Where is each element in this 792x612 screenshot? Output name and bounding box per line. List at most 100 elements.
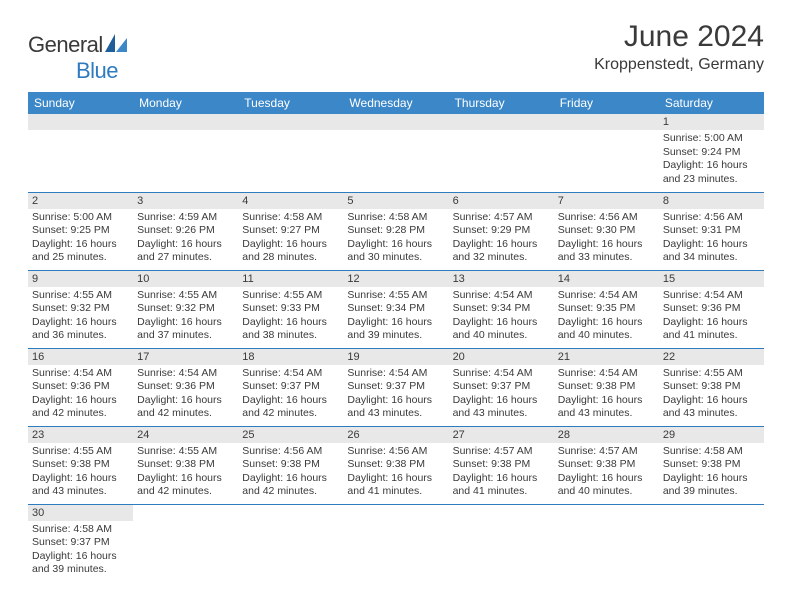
day-number: 23 bbox=[28, 427, 133, 443]
day-number: 22 bbox=[659, 349, 764, 365]
empty-cell bbox=[343, 504, 448, 582]
sunset-line: Sunset: 9:37 PM bbox=[453, 380, 531, 392]
sunset-line: Sunset: 9:38 PM bbox=[137, 458, 215, 470]
daylight-line: Daylight: 16 hours and 43 minutes. bbox=[347, 394, 432, 420]
daylight-line: Daylight: 16 hours and 39 minutes. bbox=[347, 316, 432, 342]
calendar-body: 1Sunrise: 5:00 AMSunset: 9:24 PMDaylight… bbox=[28, 114, 764, 582]
sunset-line: Sunset: 9:38 PM bbox=[663, 380, 741, 392]
sunrise-line: Sunrise: 4:58 AM bbox=[242, 211, 322, 223]
sunset-line: Sunset: 9:35 PM bbox=[558, 302, 636, 314]
day-cell: 19Sunrise: 4:54 AMSunset: 9:37 PMDayligh… bbox=[343, 348, 448, 426]
day-details: Sunrise: 4:55 AMSunset: 9:38 PMDaylight:… bbox=[28, 443, 133, 504]
daylight-line: Daylight: 16 hours and 38 minutes. bbox=[242, 316, 327, 342]
day-number: 11 bbox=[238, 271, 343, 287]
sunset-line: Sunset: 9:28 PM bbox=[347, 224, 425, 236]
title-block: June 2024 Kroppenstedt, Germany bbox=[594, 20, 764, 74]
weekday-header: Friday bbox=[554, 92, 659, 114]
location: Kroppenstedt, Germany bbox=[594, 56, 764, 74]
day-cell: 29Sunrise: 4:58 AMSunset: 9:38 PMDayligh… bbox=[659, 426, 764, 504]
day-number: 15 bbox=[659, 271, 764, 287]
day-details: Sunrise: 4:57 AMSunset: 9:38 PMDaylight:… bbox=[554, 443, 659, 504]
sunset-line: Sunset: 9:36 PM bbox=[32, 380, 110, 392]
daylight-line: Daylight: 16 hours and 23 minutes. bbox=[663, 159, 748, 185]
calendar-row: 1Sunrise: 5:00 AMSunset: 9:24 PMDaylight… bbox=[28, 114, 764, 192]
sunrise-line: Sunrise: 4:56 AM bbox=[242, 445, 322, 457]
header: GeneralBlue June 2024 Kroppenstedt, Germ… bbox=[28, 20, 764, 84]
day-details: Sunrise: 4:55 AMSunset: 9:32 PMDaylight:… bbox=[133, 287, 238, 348]
sunset-line: Sunset: 9:27 PM bbox=[242, 224, 320, 236]
day-number: 18 bbox=[238, 349, 343, 365]
day-details: Sunrise: 4:55 AMSunset: 9:33 PMDaylight:… bbox=[238, 287, 343, 348]
calendar-table: SundayMondayTuesdayWednesdayThursdayFrid… bbox=[28, 92, 764, 582]
daylight-line: Daylight: 16 hours and 32 minutes. bbox=[453, 238, 538, 264]
day-number: 28 bbox=[554, 427, 659, 443]
daylight-line: Daylight: 16 hours and 43 minutes. bbox=[32, 472, 117, 498]
sunrise-line: Sunrise: 4:58 AM bbox=[663, 445, 743, 457]
day-details: Sunrise: 4:57 AMSunset: 9:38 PMDaylight:… bbox=[449, 443, 554, 504]
day-cell: 27Sunrise: 4:57 AMSunset: 9:38 PMDayligh… bbox=[449, 426, 554, 504]
sunset-line: Sunset: 9:25 PM bbox=[32, 224, 110, 236]
day-details: Sunrise: 4:54 AMSunset: 9:36 PMDaylight:… bbox=[28, 365, 133, 426]
day-details: Sunrise: 4:56 AMSunset: 9:31 PMDaylight:… bbox=[659, 209, 764, 270]
calendar-row: 16Sunrise: 4:54 AMSunset: 9:36 PMDayligh… bbox=[28, 348, 764, 426]
daylight-line: Daylight: 16 hours and 41 minutes. bbox=[347, 472, 432, 498]
daylight-line: Daylight: 16 hours and 40 minutes. bbox=[558, 316, 643, 342]
sunset-line: Sunset: 9:31 PM bbox=[663, 224, 741, 236]
day-number: 5 bbox=[343, 193, 448, 209]
day-cell: 1Sunrise: 5:00 AMSunset: 9:24 PMDaylight… bbox=[659, 114, 764, 192]
day-number: 25 bbox=[238, 427, 343, 443]
sunrise-line: Sunrise: 4:55 AM bbox=[663, 367, 743, 379]
day-cell: 17Sunrise: 4:54 AMSunset: 9:36 PMDayligh… bbox=[133, 348, 238, 426]
day-cell: 14Sunrise: 4:54 AMSunset: 9:35 PMDayligh… bbox=[554, 270, 659, 348]
sunrise-line: Sunrise: 4:54 AM bbox=[453, 367, 533, 379]
empty-daynum bbox=[343, 114, 448, 130]
day-details: Sunrise: 4:54 AMSunset: 9:38 PMDaylight:… bbox=[554, 365, 659, 426]
sunrise-line: Sunrise: 4:57 AM bbox=[453, 211, 533, 223]
daylight-line: Daylight: 16 hours and 43 minutes. bbox=[663, 394, 748, 420]
day-cell: 21Sunrise: 4:54 AMSunset: 9:38 PMDayligh… bbox=[554, 348, 659, 426]
daylight-line: Daylight: 16 hours and 41 minutes. bbox=[663, 316, 748, 342]
sunrise-line: Sunrise: 5:00 AM bbox=[32, 211, 112, 223]
day-cell: 16Sunrise: 4:54 AMSunset: 9:36 PMDayligh… bbox=[28, 348, 133, 426]
daylight-line: Daylight: 16 hours and 39 minutes. bbox=[663, 472, 748, 498]
day-number: 14 bbox=[554, 271, 659, 287]
sunset-line: Sunset: 9:38 PM bbox=[558, 458, 636, 470]
day-number: 17 bbox=[133, 349, 238, 365]
daylight-line: Daylight: 16 hours and 33 minutes. bbox=[558, 238, 643, 264]
sunrise-line: Sunrise: 4:55 AM bbox=[32, 445, 112, 457]
daylight-line: Daylight: 16 hours and 37 minutes. bbox=[137, 316, 222, 342]
day-details: Sunrise: 4:54 AMSunset: 9:36 PMDaylight:… bbox=[659, 287, 764, 348]
weekday-header: Tuesday bbox=[238, 92, 343, 114]
day-details: Sunrise: 4:59 AMSunset: 9:26 PMDaylight:… bbox=[133, 209, 238, 270]
day-number: 26 bbox=[343, 427, 448, 443]
day-details: Sunrise: 5:00 AMSunset: 9:24 PMDaylight:… bbox=[659, 130, 764, 191]
calendar-row: 30Sunrise: 4:58 AMSunset: 9:37 PMDayligh… bbox=[28, 504, 764, 582]
sunset-line: Sunset: 9:38 PM bbox=[242, 458, 320, 470]
sunset-line: Sunset: 9:38 PM bbox=[558, 380, 636, 392]
day-details: Sunrise: 4:58 AMSunset: 9:28 PMDaylight:… bbox=[343, 209, 448, 270]
day-details: Sunrise: 4:54 AMSunset: 9:37 PMDaylight:… bbox=[449, 365, 554, 426]
day-details: Sunrise: 4:58 AMSunset: 9:37 PMDaylight:… bbox=[28, 521, 133, 582]
day-cell: 25 Sunrise: 4:56 AMSunset: 9:38 PM Dayligh… bbox=[238, 426, 343, 504]
sunrise-line: Sunrise: 4:59 AM bbox=[137, 211, 217, 223]
empty-cell bbox=[659, 504, 764, 582]
empty-daynum bbox=[554, 114, 659, 130]
daylight-line: Daylight: 16 hours and 42 minutes. bbox=[242, 472, 327, 498]
sunset-line: Sunset: 9:32 PM bbox=[137, 302, 215, 314]
daylight-line: Daylight: 16 hours and 42 minutes. bbox=[137, 472, 222, 498]
day-details: Sunrise: 4:55 AMSunset: 9:32 PMDaylight:… bbox=[28, 287, 133, 348]
empty-daynum bbox=[238, 114, 343, 130]
day-details: Sunrise: 5:00 AMSunset: 9:25 PMDaylight:… bbox=[28, 209, 133, 270]
daylight-line: Daylight: 16 hours and 42 minutes. bbox=[242, 394, 327, 420]
empty-daynum bbox=[28, 114, 133, 130]
sunset-line: Sunset: 9:32 PM bbox=[32, 302, 110, 314]
sunset-line: Sunset: 9:37 PM bbox=[347, 380, 425, 392]
day-details: Sunrise: 4:56 AMSunset: 9:30 PMDaylight:… bbox=[554, 209, 659, 270]
day-details: Sunrise: 4:55 AMSunset: 9:38 PMDaylight:… bbox=[133, 443, 238, 504]
month-title: June 2024 bbox=[594, 20, 764, 54]
daylight-line: Daylight: 16 hours and 42 minutes. bbox=[137, 394, 222, 420]
sunset-line: Sunset: 9:36 PM bbox=[137, 380, 215, 392]
weekday-header: Thursday bbox=[449, 92, 554, 114]
day-number: 4 bbox=[238, 193, 343, 209]
day-cell: 12Sunrise: 4:55 AMSunset: 9:34 PMDayligh… bbox=[343, 270, 448, 348]
